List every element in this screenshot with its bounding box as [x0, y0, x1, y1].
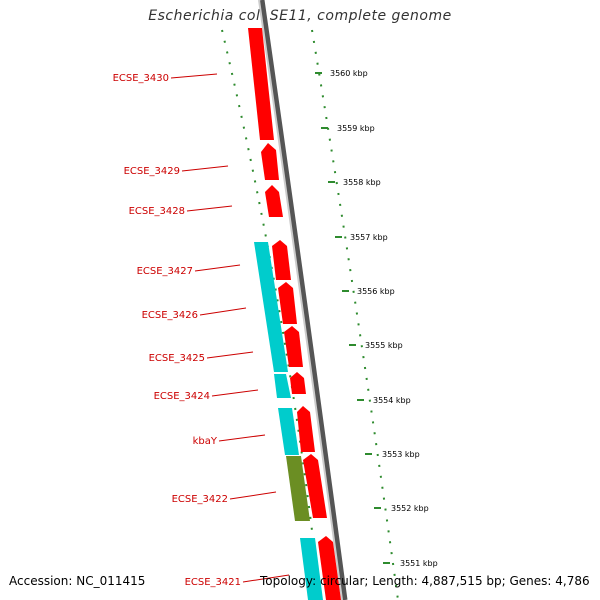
kbp-label-3557: 3557 kbp — [350, 233, 388, 242]
gene-block-forward[interactable] — [318, 536, 341, 600]
kbp-label-3551: 3551 kbp — [400, 559, 438, 568]
map-title: Escherichia coli SE11, complete genome — [148, 8, 452, 24]
gene-leader-lines — [170, 73, 290, 583]
gene-label-ecse-3428: ECSE_3428 — [129, 206, 185, 217]
gene-label-ecse-3425: ECSE_3425 — [149, 353, 205, 364]
kbp-label-3554: 3554 kbp — [373, 396, 411, 405]
gene-block-forward[interactable] — [297, 406, 315, 452]
gene-block-forward[interactable] — [265, 185, 283, 217]
gene-label-ecse-3424: ECSE_3424 — [154, 391, 210, 402]
outer-dotted-track — [311, 29, 399, 600]
gene-label-ecse-3427: ECSE_3427 — [137, 266, 193, 277]
gene-block-other[interactable] — [286, 456, 310, 521]
gene-block-forward[interactable] — [290, 372, 306, 394]
genome-backbone — [259, 0, 348, 600]
gene-block-forward[interactable] — [248, 28, 274, 140]
gene-block-reverse[interactable] — [274, 374, 291, 398]
kbp-ticks — [315, 72, 390, 564]
accession-text: Accession: NC_011415 — [9, 574, 146, 588]
kbp-label-3558: 3558 kbp — [343, 178, 381, 187]
gene-label-ecse-3426: ECSE_3426 — [142, 310, 198, 321]
gene-block-reverse[interactable] — [300, 538, 323, 600]
kbp-label-3556: 3556 kbp — [357, 287, 395, 296]
gene-block-forward[interactable] — [272, 240, 291, 280]
gene-label-kbay: kbaY — [193, 436, 218, 447]
topology-text: Topology: circular; Length: 4,887,515 bp… — [260, 574, 590, 588]
kbp-label-3553: 3553 kbp — [382, 450, 420, 459]
gene-block-forward[interactable] — [303, 454, 327, 518]
gene-label-ecse-3429: ECSE_3429 — [124, 166, 180, 177]
gene-label-ecse-3430: ECSE_3430 — [113, 73, 169, 84]
kbp-label-3552: 3552 kbp — [391, 504, 429, 513]
gene-block-reverse[interactable] — [254, 242, 288, 372]
gene-block-forward[interactable] — [261, 143, 279, 180]
gene-label-ecse-3421: ECSE_3421 — [185, 577, 241, 588]
gene-block-reverse[interactable] — [278, 408, 299, 455]
genome-backbone-highlight — [258, 0, 343, 600]
gene-label-ecse-3422: ECSE_3422 — [172, 494, 228, 505]
kbp-label-3560: 3560 kbp — [330, 69, 368, 78]
kbp-label-3555: 3555 kbp — [365, 341, 403, 350]
gene-block-forward[interactable] — [284, 326, 303, 367]
gene-block-forward[interactable] — [278, 282, 297, 324]
kbp-label-3559: 3559 kbp — [337, 124, 375, 133]
